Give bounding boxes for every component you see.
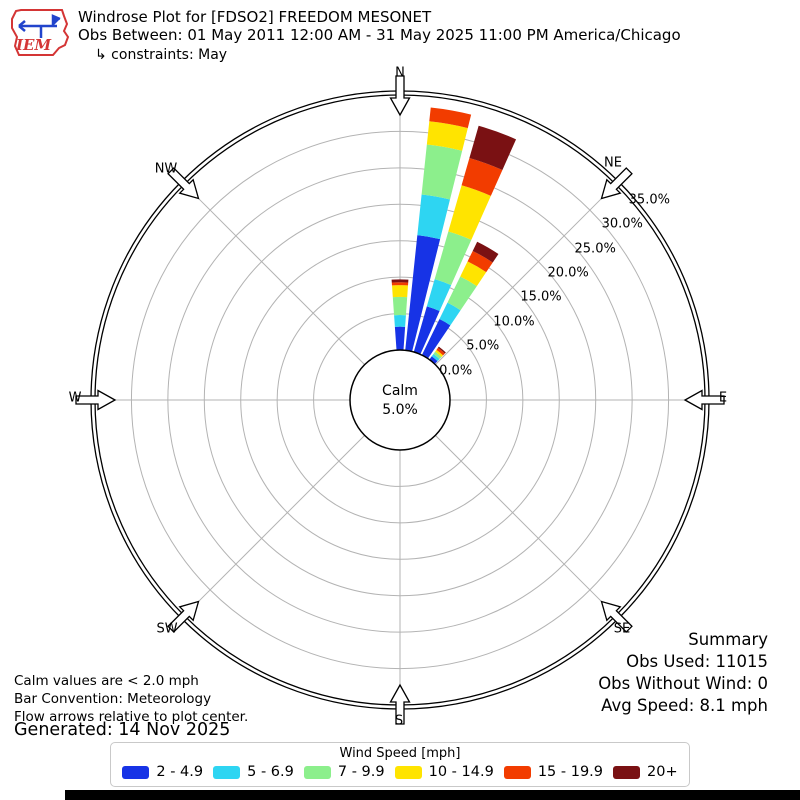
flow-note: Flow arrows relative to plot center. (14, 709, 249, 725)
windrose-bar-segment (434, 231, 472, 286)
windrose-bar-segment (437, 346, 446, 354)
legend-label: 2 - 4.9 (156, 764, 204, 780)
summary-heading: Summary (688, 630, 768, 649)
windrose-bar-segment (413, 306, 440, 355)
grid-spoke (183, 435, 365, 617)
flow-arrow (389, 683, 411, 725)
legend-items: 2 - 4.9 5 - 6.9 7 - 9.9 10 - 14.9 15 - 19.9 2… (121, 764, 679, 780)
legend-label: 20+ (647, 764, 678, 780)
bar-convention: Bar Convention: Meteorology (14, 691, 212, 707)
legend-title: Wind Speed [mph] (339, 746, 461, 761)
summary-avg-speed: Avg Speed: 8.1 mph (601, 696, 768, 715)
flow-arrow (600, 600, 633, 633)
compass-label-s: S (394, 713, 404, 729)
ring-label-5: 5.0% (466, 338, 500, 354)
windrose-bar-segment (433, 351, 442, 360)
windrose-bar-segment (394, 315, 406, 327)
windrose-bar-segment (435, 349, 444, 357)
flow-arrow (600, 167, 633, 200)
grid-spoke (183, 183, 365, 365)
windrose-bar-segment (421, 144, 463, 200)
legend-swatch (122, 765, 150, 779)
calm-circle (349, 349, 451, 451)
grid-spoke (435, 183, 617, 365)
flow-arrow (167, 600, 200, 633)
ring-label-10: 10.0% (493, 314, 535, 330)
iem-logo: IEM (11, 9, 70, 56)
compass-label-w: W (68, 390, 82, 406)
legend-swatch (503, 765, 531, 779)
legend-swatch (394, 765, 422, 779)
flow-arrow (75, 389, 117, 411)
weather-vane-icon (18, 14, 61, 38)
logo-text: IEM (15, 36, 51, 54)
legend-item: 2 - 4.9 (122, 764, 203, 780)
windrose-bar-segment (429, 107, 472, 129)
flow-arrow (683, 389, 725, 411)
windrose-bar-segment (392, 296, 408, 316)
ring-label-30: 30.0% (601, 216, 643, 232)
grid-spoke (435, 435, 617, 617)
compass-label-e: E (718, 390, 728, 406)
windrose-bar-segment (467, 250, 493, 273)
ring-label-25: 25.0% (574, 241, 616, 257)
windrose-bar-segment (405, 235, 441, 352)
windrose-bar-segment (429, 356, 438, 365)
summary-obs-no-wind: Obs Without Wind: 0 (598, 674, 768, 693)
windrose-bar-segment (421, 319, 451, 359)
windrose-bar-segment (439, 302, 461, 326)
calm-label: Calm (382, 383, 418, 399)
compass-label-n: N (395, 65, 405, 81)
compass-label-sw: SW (156, 621, 178, 637)
compass-label-ne: NE (604, 155, 622, 171)
windrose-bar-segment (394, 326, 406, 351)
legend-item: 7 - 9.9 (303, 764, 385, 780)
flow-arrow (389, 75, 411, 117)
compass-label-se: SE (613, 621, 631, 637)
legend-item: 5 - 6.9 (213, 764, 294, 780)
compass-label-nw: NW (154, 161, 178, 177)
windrose-bar-segment (460, 261, 487, 287)
windrose-bar-segment (426, 121, 468, 151)
legend-label: 5 - 6.9 (247, 764, 294, 780)
windrose-bar-segment (426, 279, 452, 312)
legend-item: 20+ (613, 764, 678, 780)
generated-note: Generated: 14 Nov 2025 (14, 720, 231, 740)
ring-label-35: 35.0% (628, 192, 670, 208)
legend-item: 10 - 14.9 (394, 764, 494, 780)
legend-label: 7 - 9.9 (337, 764, 385, 780)
legend-item: 15 - 19.9 (503, 764, 603, 780)
windrose-bar-segment (472, 241, 499, 263)
legend: Wind Speed [mph] 2 - 4.9 5 - 6.9 7 - 9.9 10… (110, 742, 690, 787)
ring-label-15: 15.0% (520, 289, 562, 305)
legend-swatch (613, 765, 640, 779)
legend-swatch (213, 765, 241, 779)
calm-note: Calm values are < 2.0 mph (14, 673, 199, 689)
windrose-bar-segment (461, 157, 503, 196)
calm-value: 5.0% (382, 402, 418, 418)
ring-label-0: 0.0% (439, 363, 473, 379)
summary-obs-used: Obs Used: 11015 (626, 652, 768, 671)
windrose-bar-segment (391, 282, 409, 286)
windrose-bar-segment (431, 353, 440, 362)
windrose-bar-segment (391, 285, 409, 298)
bottom-black-bar (65, 790, 800, 800)
windrose-bar-segment (436, 347, 445, 356)
flow-arrow (167, 167, 200, 200)
legend-label: 15 - 19.9 (537, 764, 603, 780)
page-title: Windrose Plot for [FDSO2] FREEDOM MESONE… (78, 8, 432, 26)
legend-swatch (303, 765, 331, 779)
legend-label: 10 - 14.9 (428, 764, 494, 780)
windrose-bar-segment (448, 185, 491, 240)
constraints-note: ↳ constraints: May (95, 47, 228, 63)
ring-label-20: 20.0% (547, 265, 589, 281)
windrose-bar-segment (469, 125, 517, 170)
windrose-bar-segment (417, 194, 450, 240)
windrose-bar-segment (391, 279, 409, 283)
obs-range-subtitle: Obs Between: 01 May 2011 12:00 AM - 31 M… (78, 26, 681, 44)
windrose-bar-segment (447, 276, 477, 311)
